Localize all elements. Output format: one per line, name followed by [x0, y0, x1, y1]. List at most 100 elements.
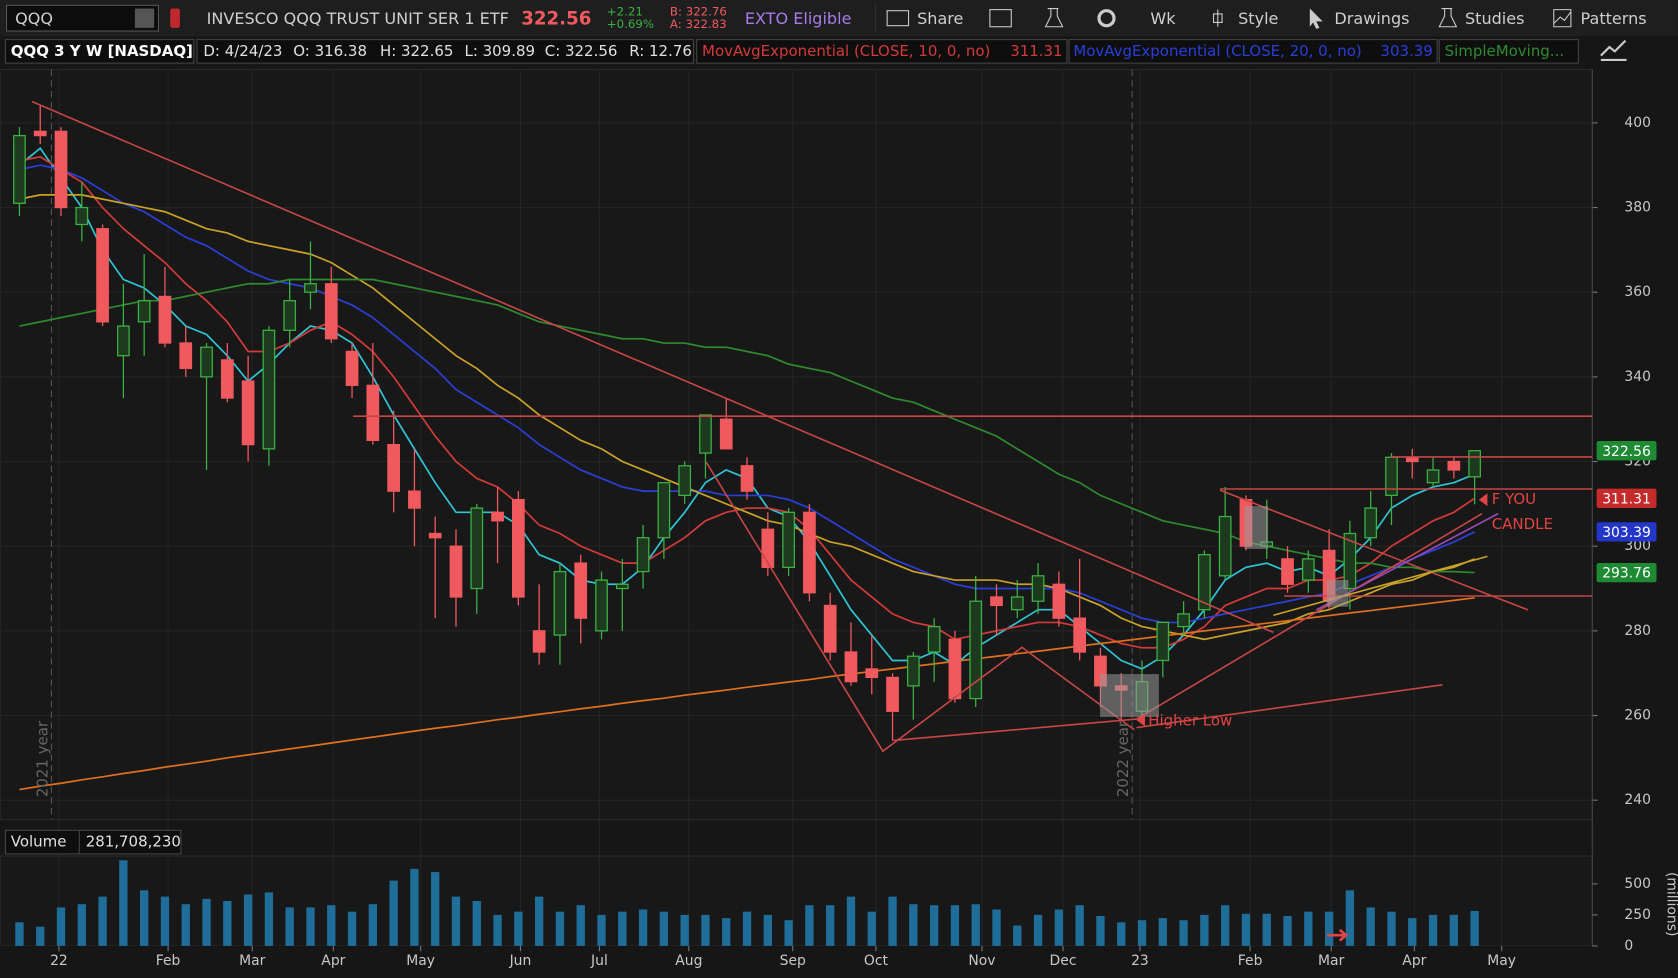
year-label: 2022 year: [1114, 720, 1132, 797]
candle-body: [1156, 621, 1170, 662]
patterns-button[interactable]: Patterns: [1581, 9, 1647, 28]
volume-bar: [1283, 915, 1292, 946]
candle-body: [1198, 554, 1211, 611]
candle-body: [1073, 617, 1087, 653]
studies-icon[interactable]: [1438, 8, 1458, 28]
volume-bar: [1408, 918, 1417, 946]
candle-body: [1281, 558, 1294, 585]
candle-body: [408, 490, 421, 509]
settings-icon[interactable]: [1097, 9, 1116, 28]
pct-change: +0.69%: [607, 17, 654, 31]
style-icon[interactable]: [1212, 9, 1223, 27]
annotation: F YOU: [1492, 490, 1536, 508]
drawings-button[interactable]: Drawings: [1334, 9, 1409, 28]
arrow: [1326, 928, 1349, 942]
volume-bar: [285, 907, 294, 946]
description: INVESCO QQQ TRUST UNIT SER 1 ETF: [207, 9, 509, 28]
candle-body: [574, 562, 588, 619]
y-tick-label: 300: [1624, 538, 1651, 554]
share-icon[interactable]: [886, 10, 910, 27]
volume-bar: [618, 911, 627, 946]
x-tick-label: Mar: [1318, 953, 1345, 969]
volume-bar: [659, 911, 669, 946]
volume-bar: [1179, 920, 1188, 946]
volume-bar: [1304, 911, 1313, 946]
x-tick-label: Nov: [968, 953, 995, 969]
y-tick-label: 240: [1624, 792, 1651, 808]
chart-icon[interactable]: [1600, 39, 1627, 61]
volume-bar: [1158, 918, 1167, 946]
volume-bar: [1449, 914, 1459, 946]
volume-bar: [742, 911, 752, 946]
trend-line: [1136, 512, 1483, 720]
volume-bar: [1470, 910, 1479, 946]
patterns-icon[interactable]: [1553, 9, 1572, 28]
info-box: [696, 39, 1068, 64]
candle-body: [844, 651, 858, 683]
volume-bar: [347, 911, 357, 946]
cursor-icon[interactable]: [1309, 8, 1323, 29]
symbol[interactable]: QQQ: [15, 9, 53, 28]
symbol-input[interactable]: [5, 4, 160, 32]
x-tick-label: May: [406, 953, 435, 969]
y-tick-label: 340: [1624, 369, 1651, 385]
x-tick-label: Aug: [675, 953, 702, 969]
volume-bar: [1221, 905, 1230, 946]
x-tick-label: Jul: [590, 953, 608, 969]
price-label: 322.56: [1602, 444, 1651, 460]
y-tick-label: 250: [1624, 907, 1651, 923]
candle-body: [283, 300, 297, 331]
candle-body: [948, 638, 962, 700]
share-button[interactable]: Share: [917, 9, 963, 28]
exto[interactable]: EXTO Eligible: [745, 9, 852, 28]
volume-title: Volume: [11, 833, 67, 851]
candle-body: [678, 465, 692, 497]
candle-body: [512, 498, 525, 598]
volume-bar: [826, 905, 835, 946]
toolbar: [0, 0, 1678, 37]
x-tick-label: Feb: [1238, 953, 1263, 969]
candle-body: [13, 134, 26, 204]
volume-bar: [410, 868, 419, 946]
volume-bar: [514, 911, 523, 946]
y-tick-label: 260: [1624, 708, 1651, 724]
range: R: 12.76: [629, 42, 692, 60]
candle-body: [387, 443, 400, 492]
flask-icon[interactable]: [1044, 8, 1064, 28]
candle-body: [1364, 507, 1378, 539]
y-tick-label: 500: [1624, 876, 1651, 892]
candle-body: [324, 283, 338, 340]
x-axis-strip: [0, 945, 1678, 978]
volume-bar: [1366, 907, 1375, 946]
candle-body: [137, 300, 151, 323]
candle-body: [636, 537, 650, 573]
volume-bar: [56, 907, 66, 946]
grid-icon[interactable]: [989, 9, 1012, 28]
volume-bar: [223, 900, 232, 946]
volume-box: [4, 829, 182, 855]
candle-body: [595, 579, 608, 632]
volume-bar: [431, 872, 440, 946]
ema10-label: MovAvgExponential (CLOSE, 10, 0, no): [702, 42, 990, 60]
volume-bar: [1137, 920, 1147, 946]
alert-badge: [170, 8, 180, 28]
dropdown[interactable]: [134, 8, 155, 28]
studies-button[interactable]: Studies: [1465, 9, 1525, 28]
zigzag: [705, 461, 1135, 753]
volume-bar: [472, 900, 481, 946]
moving-average: [19, 155, 1476, 649]
candle-body: [906, 655, 920, 687]
volume-bar: [1013, 925, 1022, 946]
volume-bar: [846, 896, 856, 946]
highlight: [1244, 506, 1269, 549]
candle-body: [969, 600, 983, 700]
moving-average: [19, 596, 1475, 791]
volume-bar: [119, 860, 128, 946]
candle-body: [54, 130, 68, 209]
candle-body: [428, 532, 442, 539]
volume-bar: [722, 918, 731, 946]
marker: [1136, 713, 1146, 727]
period-button[interactable]: Wk: [1150, 9, 1176, 28]
volume-bar: [909, 904, 918, 946]
style-button[interactable]: Style: [1238, 9, 1278, 28]
